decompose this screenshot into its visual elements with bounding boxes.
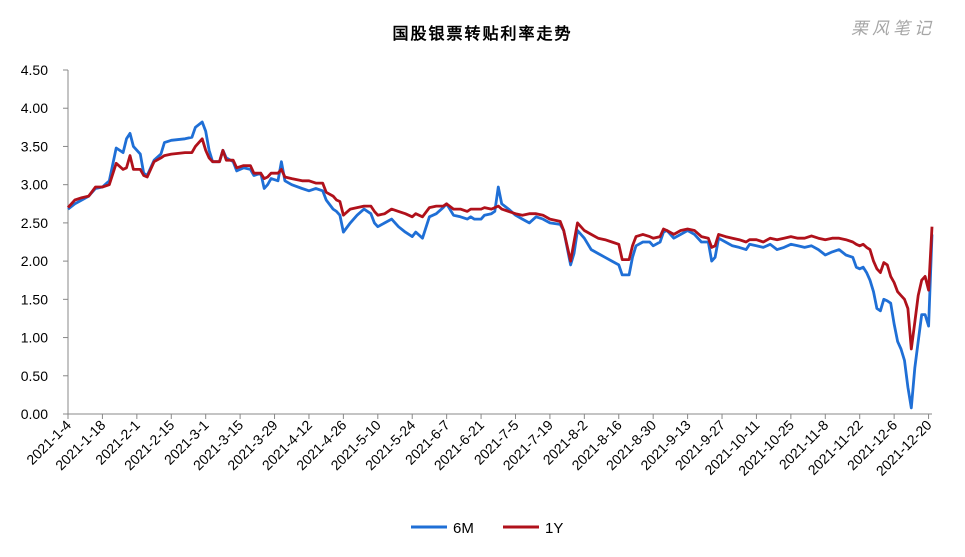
series-lines bbox=[66, 120, 934, 410]
y-tick-label: 1.50 bbox=[21, 291, 48, 307]
series-line-6m bbox=[67, 120, 934, 410]
y-tick-label: 0.50 bbox=[21, 368, 48, 384]
y-tick-label: 0.00 bbox=[21, 406, 48, 422]
x-axis-ticks: 2021-1-42021-1-182021-2-12021-2-152021-3… bbox=[23, 414, 935, 479]
y-tick-label: 3.50 bbox=[21, 138, 48, 154]
legend-label-6m: 6M bbox=[453, 520, 474, 537]
series-line-1y bbox=[66, 137, 934, 351]
chart-title: 国股银票转贴利率走势 bbox=[392, 24, 573, 43]
y-tick-label: 4.50 bbox=[21, 62, 48, 78]
y-tick-label: 3.00 bbox=[21, 177, 48, 193]
y-tick-label: 2.00 bbox=[21, 253, 48, 269]
watermark: 栗风笔记 bbox=[851, 19, 935, 39]
y-tick-label: 4.00 bbox=[21, 100, 48, 116]
y-tick-label: 1.00 bbox=[21, 330, 48, 346]
legend-label-1y: 1Y bbox=[545, 520, 563, 537]
axes bbox=[67, 70, 932, 415]
legend: 6M 1Y bbox=[411, 520, 563, 537]
y-axis-ticks: 0.00 0.50 1.00 1.50 2.00 2.50 3.00 3.50 4.00 4.50 bbox=[21, 62, 68, 422]
y-tick-label: 2.50 bbox=[21, 215, 48, 231]
